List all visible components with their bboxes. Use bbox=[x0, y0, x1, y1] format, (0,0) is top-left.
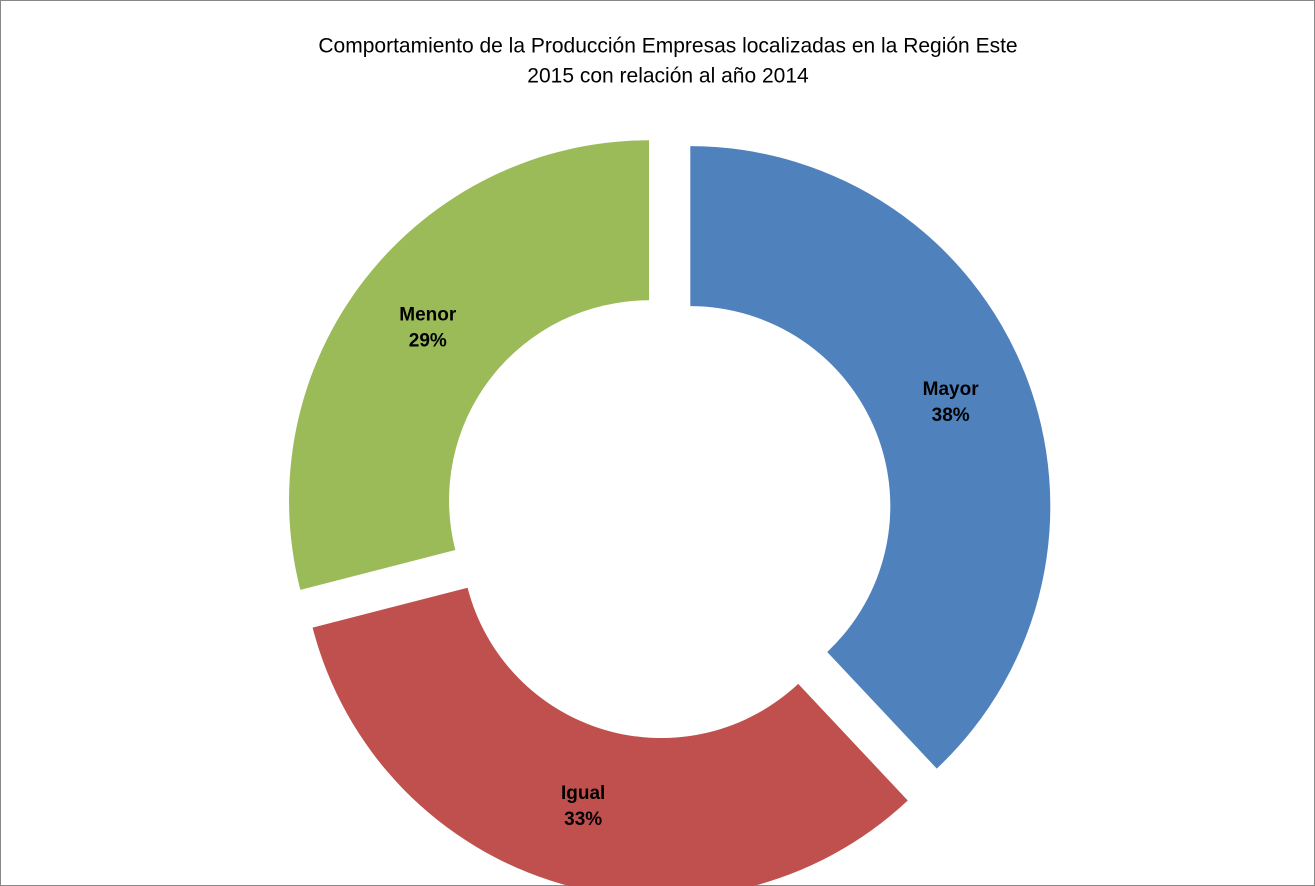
value-label: 29% bbox=[409, 331, 447, 352]
chart-title: 2015 con relación al año 2014 bbox=[527, 65, 809, 88]
donut-slice bbox=[289, 140, 650, 590]
donut-slice bbox=[312, 587, 908, 886]
slice-label: Igual bbox=[561, 783, 605, 804]
value-label: 38% bbox=[932, 405, 970, 426]
slice-label: Mayor bbox=[923, 379, 980, 400]
chart-title: Comportamiento de la Producción Empresas… bbox=[318, 35, 1017, 58]
slice-label: Menor bbox=[399, 305, 457, 326]
donut-slice bbox=[690, 146, 1051, 769]
value-label: 33% bbox=[564, 809, 602, 830]
